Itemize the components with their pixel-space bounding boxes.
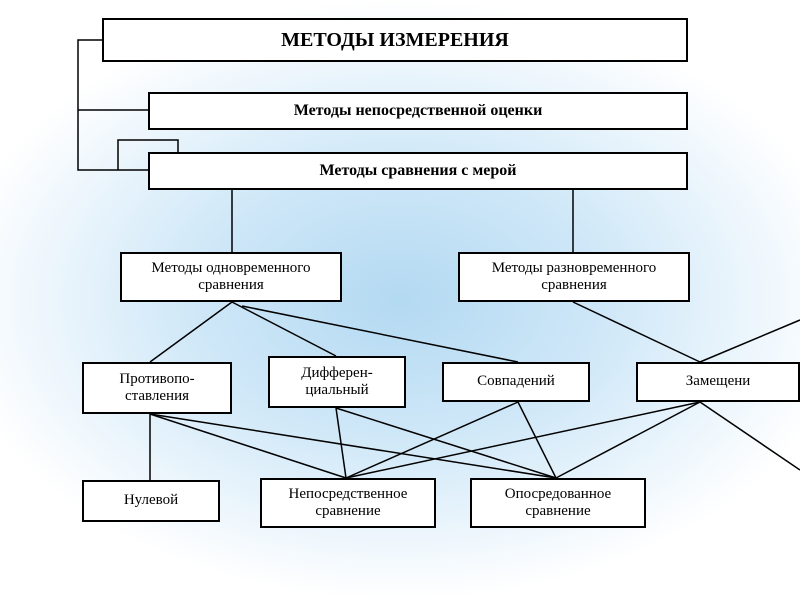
node-compare: Методы сравнения с мерой xyxy=(148,152,688,190)
node-opp-label: Противопо-ставления xyxy=(92,371,222,406)
node-coinc-label: Совпадений xyxy=(477,373,555,390)
node-title: МЕТОДЫ ИЗМЕРЕНИЯ xyxy=(102,18,688,62)
node-subst: Замещени xyxy=(636,362,800,402)
node-title-label: МЕТОДЫ ИЗМЕРЕНИЯ xyxy=(281,29,509,52)
node-direct: Методы непосредственной оценки xyxy=(148,92,688,130)
node-dircomp-label: Непосредственное сравнение xyxy=(270,486,426,521)
node-compare-label: Методы сравнения с мерой xyxy=(319,162,516,180)
node-simul-label: Методы одновременного сравнения xyxy=(130,260,332,295)
node-direct-label: Методы непосредственной оценки xyxy=(294,102,543,120)
node-null: Нулевой xyxy=(82,480,220,522)
node-diff-t: Методы разновременного сравнения xyxy=(458,252,690,302)
node-opp: Противопо-ставления xyxy=(82,362,232,414)
node-diff: Дифферен-циальный xyxy=(268,356,406,408)
node-coinc: Совпадений xyxy=(442,362,590,402)
node-null-label: Нулевой xyxy=(124,492,178,509)
node-subst-label: Замещени xyxy=(686,373,751,390)
node-diff-t-label: Методы разновременного сравнения xyxy=(468,260,680,295)
node-simul: Методы одновременного сравнения xyxy=(120,252,342,302)
node-dircomp: Непосредственное сравнение xyxy=(260,478,436,528)
node-indircomp: Опосредованное сравнение xyxy=(470,478,646,528)
node-indircomp-label: Опосредованное сравнение xyxy=(480,486,636,521)
node-diff-label: Дифферен-циальный xyxy=(278,365,396,400)
